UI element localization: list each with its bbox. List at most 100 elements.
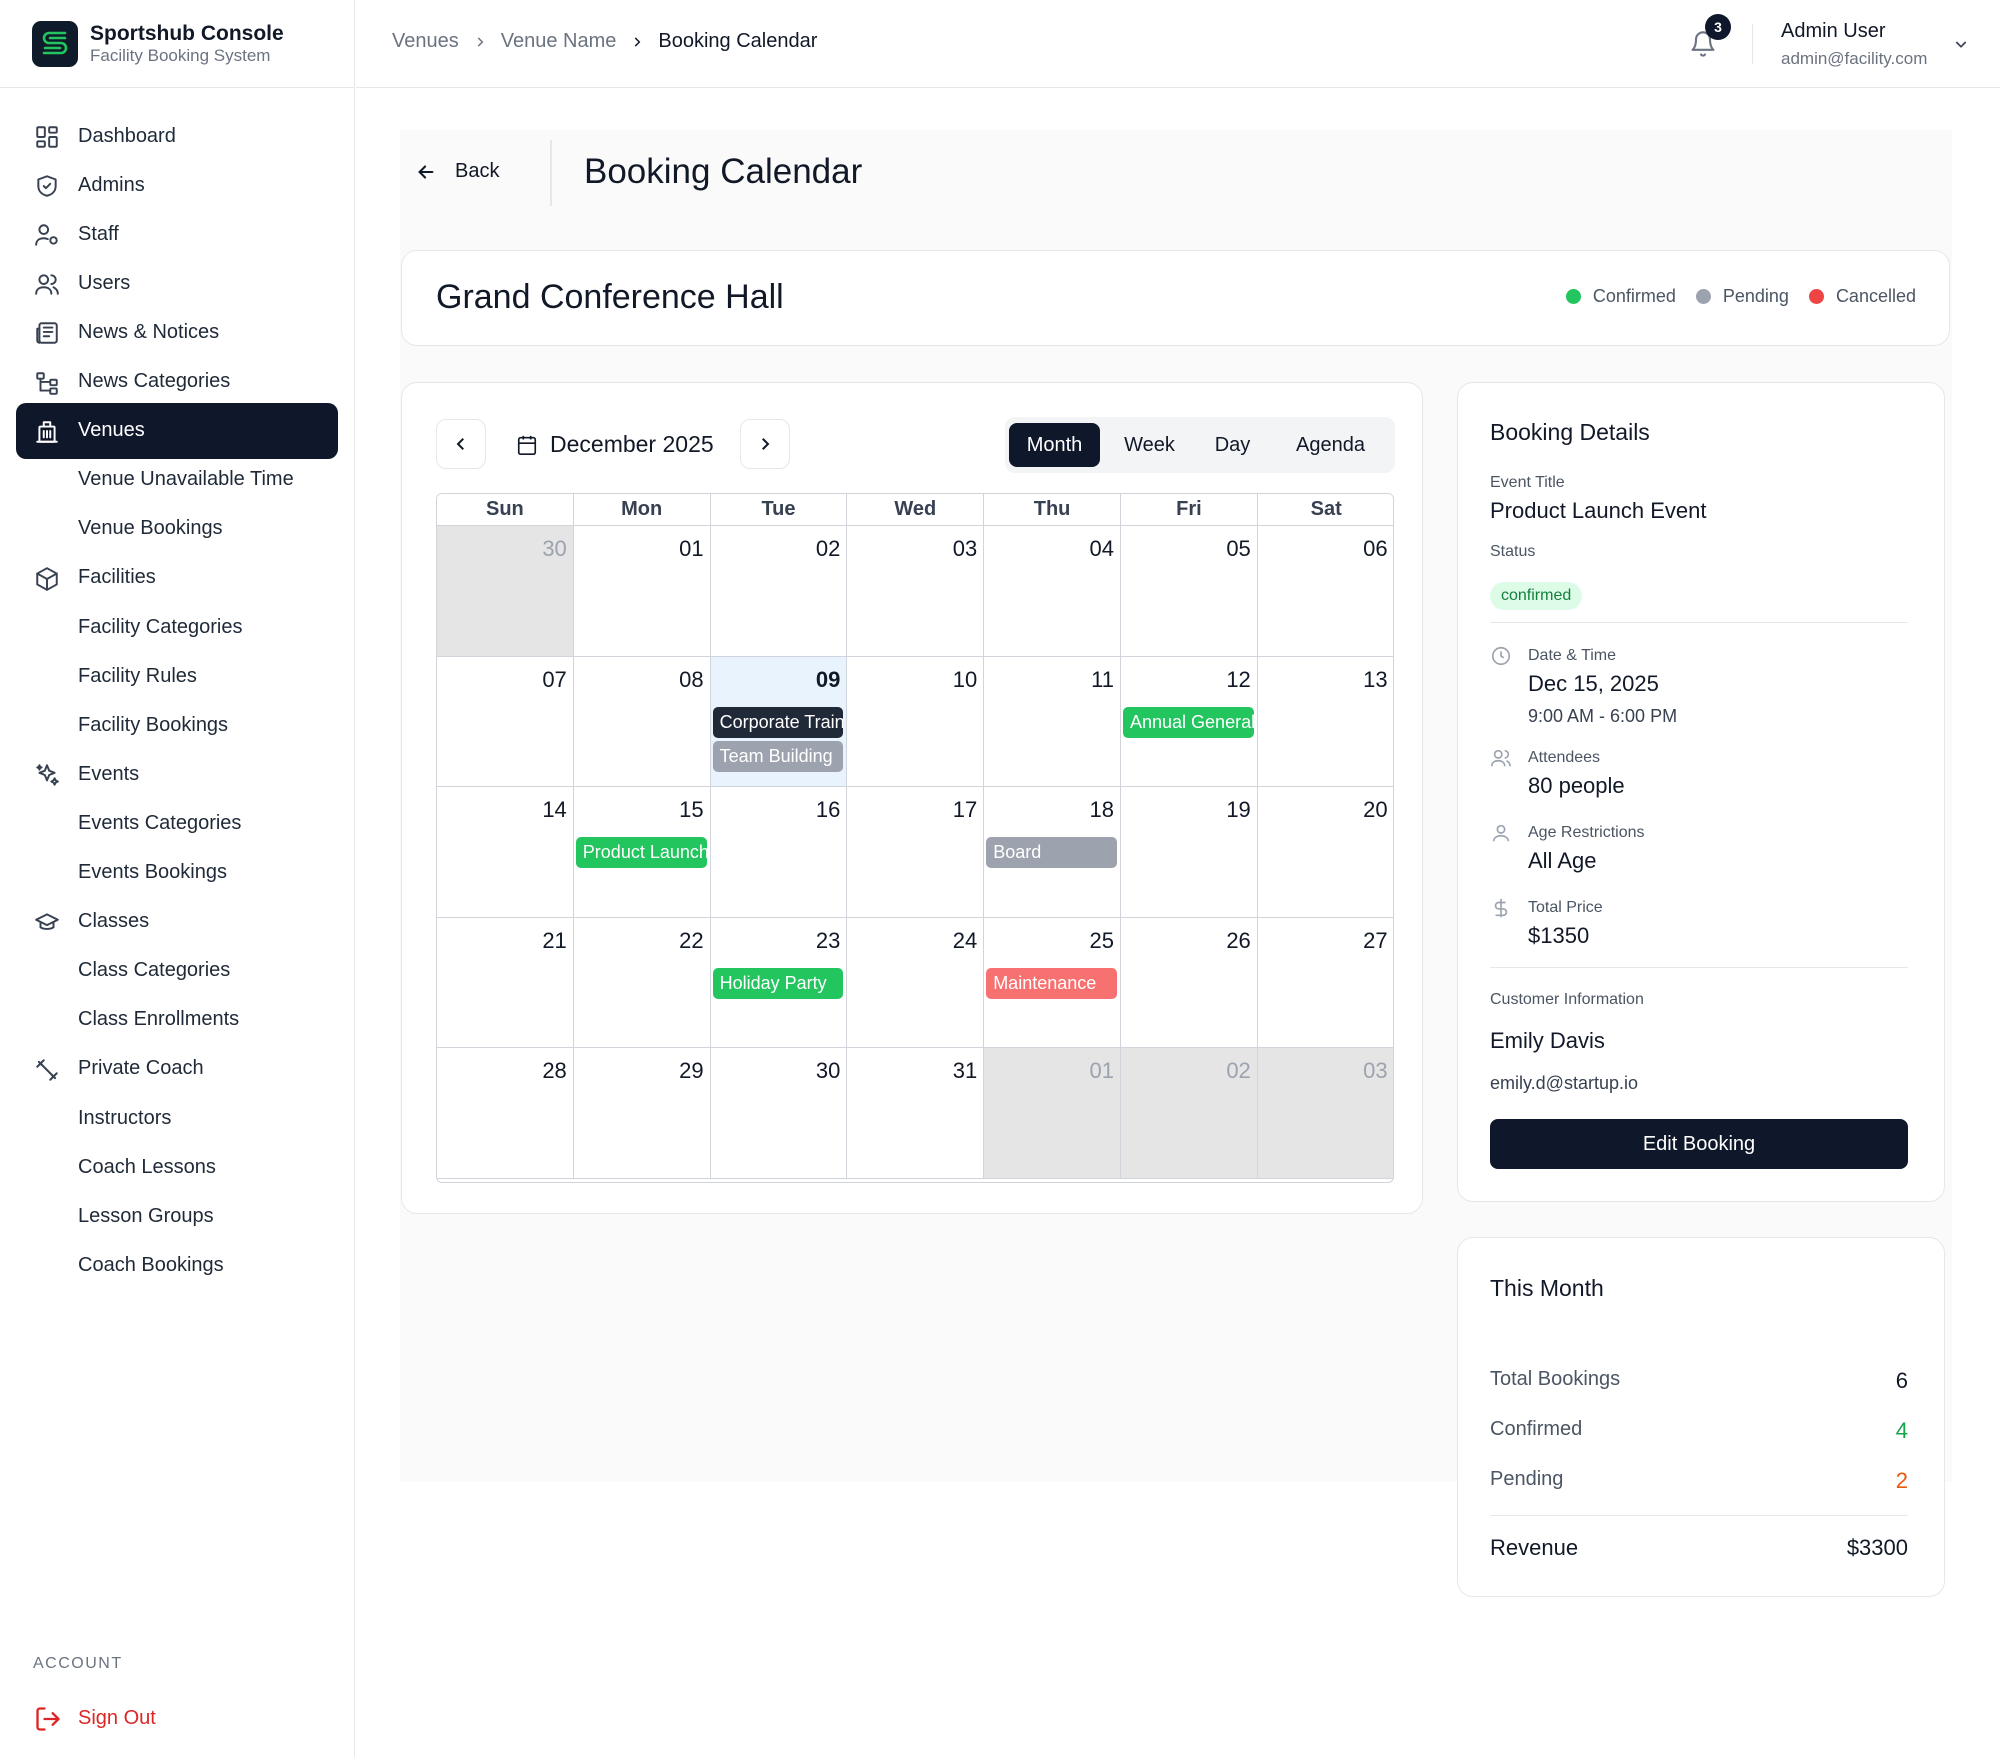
calendar-day-cell[interactable]: 12 Annual General Meeting [1121, 656, 1258, 788]
calendar-event[interactable]: Team Building [712, 740, 844, 772]
calendar-event[interactable]: Board [986, 837, 1117, 869]
sign-out-button[interactable]: Sign Out [16, 1690, 338, 1746]
calendar-day-cell[interactable]: 01 [984, 1048, 1121, 1179]
calendar-day-cell[interactable]: 09 Corporate TrainingTeam Building [710, 656, 848, 788]
sidebar-item-dashboard[interactable]: Dashboard [16, 108, 338, 164]
calendar-day-cell[interactable]: 17 [847, 787, 985, 918]
date-value: Dec 15, 2025 [1528, 671, 1659, 696]
calendar-day-cell[interactable]: 18 Board [984, 787, 1121, 918]
calendar-day-cell[interactable]: 30 [437, 526, 574, 657]
brand[interactable]: Sportshub Console Facility Booking Syste… [0, 0, 354, 88]
calendar-day-cell[interactable]: 02 [1121, 1048, 1258, 1179]
calendar-day-cell[interactable]: 11 [984, 656, 1121, 788]
sidebar-item-news-and-notices[interactable]: News & Notices [16, 304, 338, 360]
age-label: Age Restrictions [1528, 824, 1645, 841]
sidebar-item-events-bookings[interactable]: Events Bookings [16, 845, 338, 901]
bell-icon[interactable] [1689, 30, 1717, 58]
sidebar-item-facility-rules[interactable]: Facility Rules [16, 648, 338, 704]
calendar-day-cell[interactable]: 25 Maintenance [984, 917, 1121, 1049]
calendar-day-cell[interactable]: 29 [573, 1048, 711, 1179]
calendar-day-cell[interactable]: 03 [847, 526, 985, 657]
calendar-day-cell[interactable]: 24 [847, 917, 985, 1049]
prev-month-button[interactable] [436, 419, 486, 469]
day-number: 27 [1363, 927, 1388, 953]
sidebar-item-class-enrollments[interactable]: Class Enrollments [16, 992, 338, 1048]
calendar-day-cell[interactable]: 28 [437, 1048, 574, 1179]
view-tab-day[interactable]: Day [1214, 433, 1251, 456]
sidebar-item-facilities[interactable]: Facilities [16, 550, 338, 606]
sidebar-item-instructors[interactable]: Instructors [16, 1090, 338, 1146]
sidebar-item-private-coach[interactable]: Private Coach [16, 1041, 338, 1097]
sidebar-item-staff[interactable]: Staff [16, 206, 338, 262]
calendar-day-cell[interactable]: 30 [710, 1048, 848, 1179]
chevron-down-icon[interactable] [1953, 36, 1969, 52]
next-month-button[interactable] [740, 419, 790, 469]
sparkles-icon [34, 762, 60, 788]
sidebar-item-facility-bookings[interactable]: Facility Bookings [16, 697, 338, 753]
calendar-event[interactable]: Holiday Party [712, 967, 844, 999]
calendar-event[interactable]: Product Launch Event [575, 837, 707, 869]
sidebar-item-venues[interactable]: Venues [16, 402, 338, 459]
day-number: 03 [1363, 1058, 1388, 1084]
calendar-event[interactable]: Corporate Training [712, 706, 844, 738]
calendar-day-cell[interactable]: 21 [437, 917, 574, 1049]
calendar-day-cell[interactable]: 06 [1257, 526, 1393, 657]
calendar-day-cell[interactable]: 01 [573, 526, 711, 657]
legend-item-cancelled: Cancelled [1808, 286, 1916, 307]
total-bookings-label: Total Bookings [1490, 1368, 1621, 1390]
sidebar-item-class-categories[interactable]: Class Categories [16, 943, 338, 999]
calendar-day-cell[interactable]: 04 [984, 526, 1121, 657]
calendar-day-cell[interactable]: 16 [710, 787, 848, 918]
calendar-day-cell[interactable]: 02 [710, 526, 848, 657]
weekday-header-fri: Fri [1121, 494, 1258, 526]
calendar-day-cell[interactable]: 13 [1257, 656, 1393, 788]
sidebar-item-classes[interactable]: Classes [16, 894, 338, 950]
calendar-day-cell[interactable]: 08 [573, 656, 711, 788]
calendar-event[interactable]: Annual General Meeting [1123, 706, 1254, 738]
calendar-event[interactable]: Maintenance [986, 967, 1117, 999]
calendar-day-cell[interactable]: 14 [437, 787, 574, 918]
view-tab-month[interactable]: Month [1009, 423, 1100, 467]
sidebar-item-lesson-groups[interactable]: Lesson Groups [16, 1188, 338, 1244]
breadcrumb-venue-name[interactable]: Venue Name [500, 30, 617, 52]
sidebar-item-events[interactable]: Events [16, 746, 338, 802]
calendar-day-cell[interactable]: 22 [573, 917, 711, 1049]
sidebar-item-events-categories[interactable]: Events Categories [16, 795, 338, 851]
view-tab-week[interactable]: Week [1124, 433, 1175, 456]
total-bookings-row: Total Bookings 6 [1490, 1368, 1908, 1394]
event-title-label: Event Title [1490, 474, 1565, 491]
breadcrumb-venues[interactable]: Venues [392, 30, 459, 52]
calendar-day-cell[interactable]: 10 [847, 656, 985, 788]
revenue-label: Revenue [1490, 1535, 1579, 1560]
calendar-day-cell[interactable]: 26 [1121, 917, 1258, 1049]
calendar-day-cell[interactable]: 19 [1121, 787, 1258, 918]
calendar-day-cell[interactable]: 20 [1257, 787, 1393, 918]
calendar-day-cell[interactable]: 05 [1121, 526, 1258, 657]
calendar-day-cell[interactable]: 27 [1257, 917, 1393, 1049]
day-number: 31 [952, 1058, 978, 1084]
sidebar-item-venue-bookings[interactable]: Venue Bookings [16, 501, 338, 557]
calendar-icon [516, 434, 538, 456]
view-tab-agenda[interactable]: Agenda [1296, 433, 1365, 456]
edit-booking-button[interactable]: Edit Booking [1490, 1119, 1908, 1169]
calendar-day-cell[interactable]: 07 [437, 656, 574, 788]
sidebar-item-coach-lessons[interactable]: Coach Lessons [16, 1139, 338, 1195]
sidebar-item-facility-categories[interactable]: Facility Categories [16, 599, 338, 655]
weekday-header-thu: Thu [984, 494, 1121, 526]
sidebar-item-admins[interactable]: Admins [16, 157, 338, 213]
day-number: 09 [815, 666, 841, 692]
pending-value: 2 [1895, 1468, 1908, 1493]
calendar-day-cell[interactable]: 23 Holiday Party [710, 917, 848, 1049]
users-icon [1490, 747, 1512, 769]
day-number: 08 [679, 666, 704, 692]
day-number: 01 [1089, 1058, 1114, 1084]
sidebar-item-venue-unavailable-time[interactable]: Venue Unavailable Time [16, 452, 338, 508]
sidebar-item-coach-bookings[interactable]: Coach Bookings [16, 1237, 338, 1293]
sidebar-item-news-categories[interactable]: News Categories [16, 354, 338, 410]
calendar-day-cell[interactable]: 31 [847, 1048, 985, 1179]
calendar-day-cell[interactable]: 15 Product Launch Event [573, 787, 711, 918]
sidebar-item-users[interactable]: Users [16, 255, 338, 311]
back-button[interactable]: Back [415, 160, 499, 183]
calendar-day-cell[interactable]: 03 [1257, 1048, 1393, 1179]
user-name[interactable]: Admin User [1781, 20, 1886, 42]
